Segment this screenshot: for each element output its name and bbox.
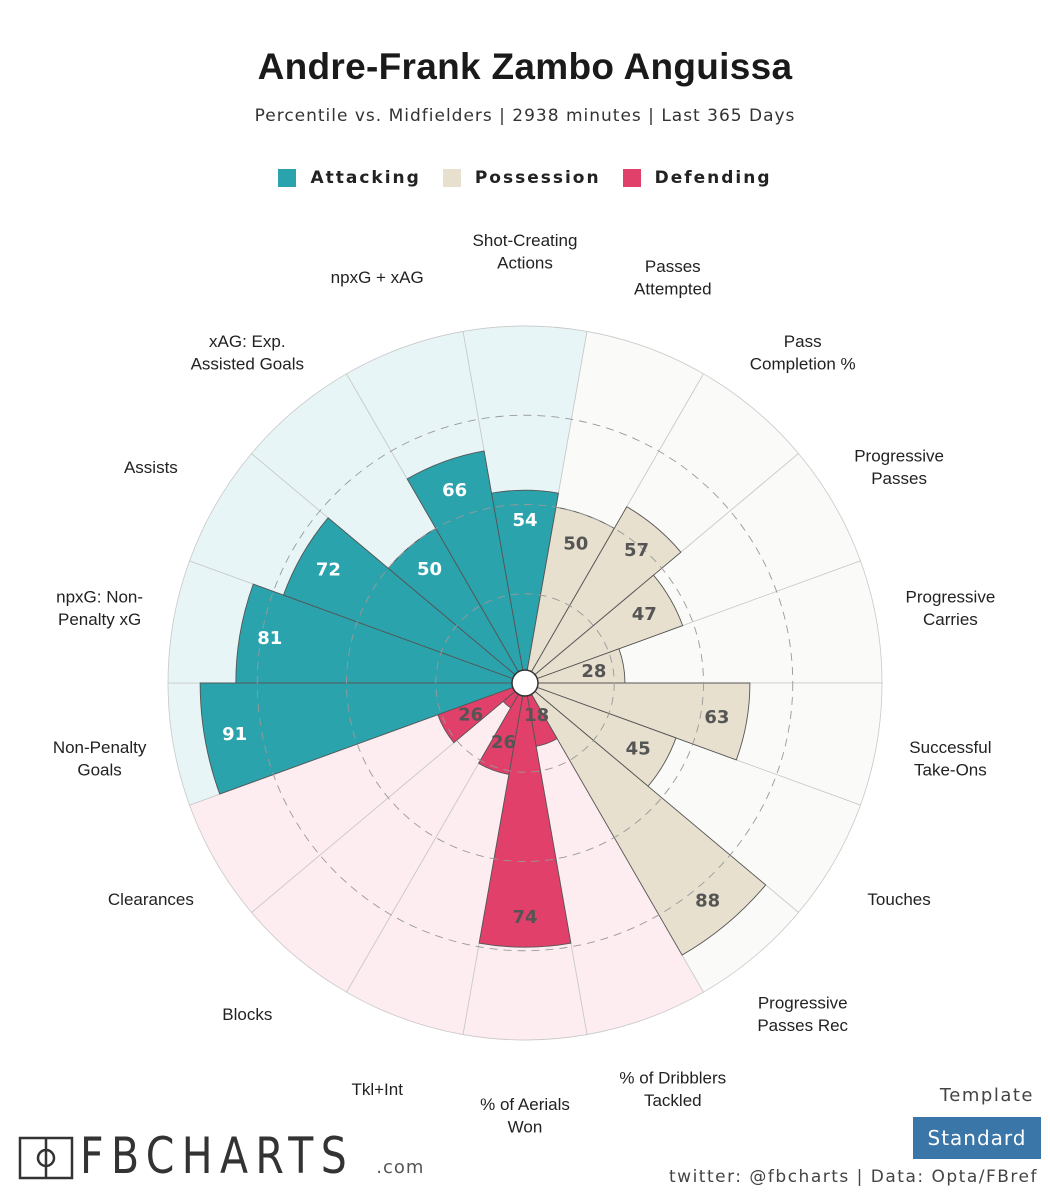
gridline	[346, 504, 704, 862]
value-label: 54	[512, 510, 537, 531]
legend: Attacking Possession Defending	[0, 168, 1050, 188]
category-label: Non-Penalty Goals	[53, 738, 147, 780]
category-label: Successful Take-Ons	[909, 738, 991, 780]
legend-item-possession: Possession	[442, 168, 601, 188]
value-label: 88	[695, 891, 720, 912]
value-label: 57	[624, 540, 649, 561]
category-label: npxG: Non-Penalty xG	[56, 588, 143, 630]
category-label: % of Dribblers Tackled	[619, 1069, 726, 1111]
category-label: Progressive Carries	[906, 588, 996, 630]
value-label: 66	[442, 480, 467, 501]
legend-item-defending: Defending	[622, 168, 772, 188]
bar	[524, 682, 767, 956]
bar	[282, 517, 526, 684]
center-hub	[511, 669, 539, 697]
legend-swatch-possession	[442, 169, 461, 187]
pitch-icon	[18, 1136, 74, 1180]
logo-suffix: .com	[376, 1157, 425, 1178]
legend-label-possession: Possession	[474, 168, 601, 188]
category-label: Shot-Creating Actions	[473, 231, 578, 272]
category-label: xAG: Exp. Assisted Goals	[191, 332, 304, 374]
legend-label-attacking: Attacking	[310, 168, 421, 188]
bar	[199, 682, 526, 795]
category-labels: Shot-Creating Actions Passes Attempted Pass C…	[53, 231, 995, 1137]
bar	[524, 574, 684, 684]
value-labels: 54505747286345881874268269181725066	[222, 480, 729, 928]
bar	[478, 682, 572, 948]
bar	[406, 450, 526, 684]
bar	[477, 682, 526, 775]
value-label: 26	[458, 704, 483, 725]
category-label: Assists	[124, 458, 178, 477]
chart-title: Andre-Frank Zambo Anguissa	[257, 46, 793, 87]
value-label: 26	[491, 732, 516, 753]
value-label: 74	[512, 907, 537, 928]
value-label: 91	[222, 724, 247, 745]
category-label: Clearances	[108, 890, 194, 909]
gridlines	[256, 414, 794, 952]
legend-item-attacking: Attacking	[278, 168, 420, 188]
category-label: Touches	[867, 890, 930, 909]
category-label: % of Aerials Won	[480, 1095, 570, 1137]
category-label: Progressive Passes	[854, 447, 944, 489]
fbcharts-logo: FBCHARTS .com	[18, 1127, 425, 1185]
value-label: 18	[524, 705, 549, 726]
value-label: 47	[632, 604, 657, 625]
category-label: Pass Completion %	[750, 332, 856, 374]
template-label: Template	[939, 1085, 1034, 1106]
bars	[199, 450, 767, 956]
chart-subtitle: Percentile vs. Midfielders | 2938 minute…	[254, 106, 796, 126]
value-label: 50	[417, 559, 442, 580]
category-label: Tkl+Int	[351, 1080, 403, 1099]
category-label: Blocks	[222, 1005, 272, 1024]
value-label: 50	[563, 534, 588, 555]
legend-swatch-defending	[622, 169, 641, 187]
value-label: 72	[316, 560, 341, 581]
bar	[524, 506, 682, 684]
legend-label-defending: Defending	[654, 168, 772, 188]
value-label: 45	[626, 738, 651, 759]
bar	[235, 583, 526, 684]
category-label: Passes Attempted	[634, 257, 712, 299]
category-label: Progressive Passes Rec	[757, 994, 848, 1035]
footer-credits: twitter: @fbcharts | Data: Opta/FBref	[669, 1167, 1038, 1187]
value-label: 81	[257, 628, 282, 649]
value-label: 28	[581, 661, 606, 682]
template-standard-button[interactable]: Standard	[913, 1117, 1041, 1159]
gridline	[256, 414, 794, 952]
logo-text: FBCHARTS	[80, 1127, 355, 1185]
gridline	[435, 593, 615, 773]
category-label: npxG + xAG	[331, 268, 424, 287]
legend-swatch-attacking	[278, 169, 297, 187]
value-label: 63	[704, 707, 729, 728]
